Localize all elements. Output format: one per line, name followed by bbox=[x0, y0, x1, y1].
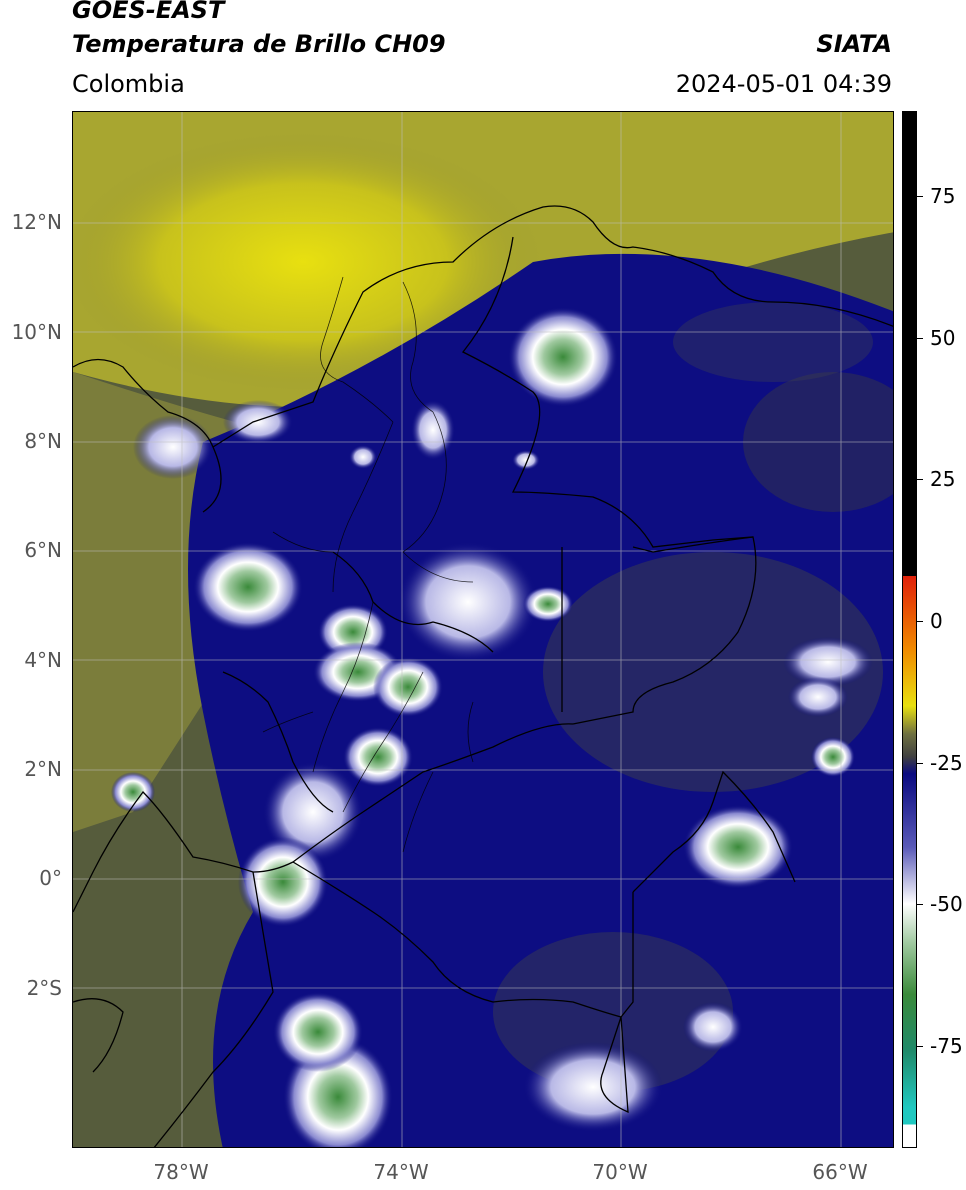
lat-label-6n: 6°N bbox=[24, 538, 62, 562]
lat-label-12n: 12°N bbox=[11, 210, 62, 234]
satellite-map bbox=[72, 111, 894, 1148]
lon-label-70w: 70°W bbox=[592, 1160, 648, 1184]
colorbar bbox=[902, 111, 917, 1148]
gridlines bbox=[73, 112, 893, 1147]
lat-label-10n: 10°N bbox=[11, 320, 62, 344]
colorbar-label-minus-50: -50 bbox=[930, 892, 963, 917]
lon-label-78w: 78°W bbox=[153, 1160, 209, 1184]
colorbar-tick bbox=[917, 1046, 923, 1047]
lon-label-66w: 66°W bbox=[812, 1160, 868, 1184]
colorbar-tick bbox=[917, 337, 923, 339]
lat-label-2n: 2°N bbox=[24, 757, 62, 781]
colorbar-label-25: 25 bbox=[930, 467, 956, 492]
colorbar-tick bbox=[917, 762, 923, 764]
colorbar-label-75: 75 bbox=[930, 184, 956, 208]
product-title: Temperatura de Brillo CH09 bbox=[72, 30, 446, 58]
lat-label-2s: 2°S bbox=[26, 976, 62, 1000]
lon-label-74w: 74°W bbox=[373, 1160, 429, 1184]
region-label: Colombia bbox=[72, 70, 185, 98]
department-borders bbox=[262, 276, 474, 853]
colorbar-label-0: 0 bbox=[930, 609, 943, 633]
organization-label: SIATA bbox=[816, 30, 892, 58]
lat-label-0: 0° bbox=[39, 866, 62, 890]
satellite-title: GOES-EAST bbox=[72, 0, 225, 24]
colorbar-label-minus-25: -25 bbox=[930, 750, 963, 775]
lat-label-4n: 4°N bbox=[24, 648, 62, 672]
timestamp-label: 2024-05-01 04:39 bbox=[675, 70, 892, 98]
lat-label-8n: 8°N bbox=[24, 429, 62, 453]
colorbar-tick bbox=[917, 621, 923, 622]
colorbar-label-50: 50 bbox=[930, 325, 956, 350]
colorbar-label-minus-75: -75 bbox=[930, 1034, 963, 1058]
colorbar-tick bbox=[917, 904, 923, 906]
colorbar-tick bbox=[917, 479, 923, 481]
colorbar-tick bbox=[917, 196, 923, 197]
map-canvas bbox=[73, 112, 893, 1147]
country-borders bbox=[73, 205, 893, 1147]
